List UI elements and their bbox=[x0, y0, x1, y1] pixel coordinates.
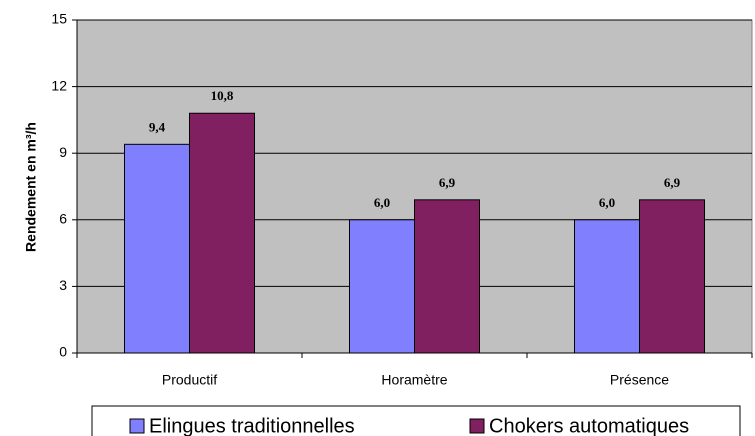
y-axis-label: Rendement en m³/h bbox=[23, 122, 39, 252]
y-tick-label: 6 bbox=[59, 211, 67, 227]
bar bbox=[349, 219, 415, 354]
bar bbox=[124, 143, 190, 354]
y-tick-label: 0 bbox=[59, 344, 67, 360]
bar bbox=[189, 112, 255, 354]
legend-label: Elingues traditionnelles bbox=[149, 415, 355, 436]
value-label: 6,9 bbox=[664, 175, 681, 190]
x-tick-label: Horamètre bbox=[381, 372, 447, 388]
x-tick-label: Productif bbox=[162, 372, 217, 388]
bar bbox=[574, 219, 640, 354]
bar bbox=[414, 199, 480, 354]
y-tick-label: 9 bbox=[59, 144, 67, 160]
legend-label: Chokers automatiques bbox=[489, 415, 689, 436]
y-tick-label: 15 bbox=[51, 11, 67, 27]
value-label: 6,9 bbox=[439, 175, 456, 190]
legend-swatch bbox=[129, 418, 145, 434]
bar bbox=[639, 199, 705, 354]
value-label: 9,4 bbox=[149, 119, 166, 134]
value-label: 6,0 bbox=[374, 195, 390, 210]
value-label: 10,8 bbox=[211, 88, 234, 103]
y-tick-label: 12 bbox=[51, 77, 67, 93]
y-tick-label: 3 bbox=[59, 277, 67, 293]
legend-box bbox=[91, 405, 741, 436]
value-label: 6,0 bbox=[599, 195, 615, 210]
x-tick-label: Présence bbox=[610, 372, 669, 388]
legend-swatch bbox=[469, 418, 485, 434]
